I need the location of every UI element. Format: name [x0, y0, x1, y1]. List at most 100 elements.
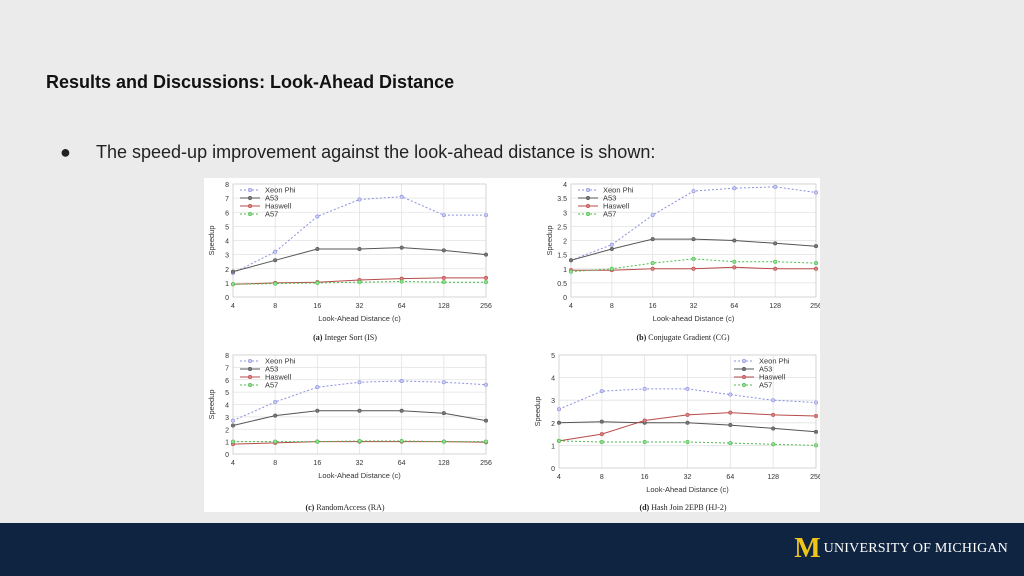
chart-d: 0 1 2 3 4 5 4 8 16 32 64 128 256 Look-Ahead Distance … [533, 353, 820, 512]
data-point [813, 414, 818, 419]
x-tick-label: 32 [690, 303, 698, 310]
x-tick-label: 16 [641, 474, 649, 481]
caption-text: RandomAccess (RA) [316, 503, 385, 512]
x-tick-label: 16 [313, 303, 321, 310]
x-axis-label: Look-Ahead Distance (c) [318, 314, 401, 323]
chart-caption: (d) Hash Join 2EPB (HJ-2) [639, 503, 726, 512]
footer-bar: M UNIVERSITY OF MICHIGAN [0, 523, 1024, 576]
data-point [483, 275, 488, 280]
x-tick-label: 32 [356, 460, 364, 467]
x-tick-label: 64 [398, 303, 406, 310]
x-tick-label: 8 [273, 460, 277, 467]
x-tick-label: 256 [810, 474, 820, 481]
plot-frame [232, 354, 487, 455]
data-point [230, 418, 235, 423]
data-point [357, 197, 362, 202]
legend-label: Haswell [265, 373, 292, 382]
data-point [399, 378, 404, 383]
data-point [357, 380, 362, 385]
data-point [650, 266, 655, 271]
x-tick-label: 128 [438, 460, 450, 467]
legend-label: Haswell [759, 373, 786, 382]
y-tick-label: 3 [563, 210, 567, 217]
x-tick-label: 8 [600, 474, 604, 481]
slide-title: Results and Discussions: Look-Ahead Dist… [46, 72, 455, 92]
data-point [773, 241, 778, 246]
y-tick-label: 1 [551, 443, 555, 450]
y-tick-label: 1 [225, 440, 229, 447]
data-point [483, 439, 488, 444]
legend-label: A53 [759, 365, 772, 374]
data-point [728, 423, 733, 428]
x-tick-label: 16 [649, 303, 657, 310]
caption-tag: (a) [313, 333, 324, 342]
data-point [483, 213, 488, 218]
x-tick-label: 8 [610, 303, 614, 310]
data-point [813, 190, 818, 195]
y-tick-label: 2 [563, 239, 567, 246]
data-point [273, 281, 278, 286]
legend-label: Xeon Phi [265, 357, 296, 366]
data-point [732, 238, 737, 243]
data-point [609, 266, 614, 271]
legend-marker [247, 383, 252, 388]
chart-b: 0 0.5 1 1.5 2 2.5 3 3.5 4 4 8 16 32 64 128 256 Look-ahea… [545, 182, 820, 342]
data-point [556, 407, 561, 412]
data-point [771, 442, 776, 447]
x-tick-label: 256 [480, 303, 492, 310]
data-point [315, 408, 320, 413]
chart-c: 0 1 2 3 4 5 6 7 8 4 8 16 32 64 128 256 Look-Ahead Distan… [207, 353, 492, 512]
y-tick-label: 4 [225, 239, 229, 246]
legend-label: A53 [603, 194, 616, 203]
data-point [813, 443, 818, 448]
data-point [315, 246, 320, 251]
y-tick-label: 4 [551, 376, 555, 383]
chart-caption: (a) Integer Sort (IS) [313, 333, 377, 342]
legend-marker [585, 195, 590, 200]
bullet-item: ● The speed-up improvement against the l… [60, 142, 655, 163]
data-point [728, 392, 733, 397]
data-point [483, 382, 488, 387]
data-point [642, 386, 647, 391]
y-axis-label: Speedup [533, 396, 542, 426]
data-point [399, 245, 404, 250]
bullet-text: The speed-up improvement against the loo… [96, 142, 656, 162]
data-point [441, 248, 446, 253]
data-point [685, 386, 690, 391]
x-tick-label: 64 [730, 303, 738, 310]
legend-label: A57 [265, 210, 278, 219]
legend-marker [247, 359, 252, 364]
data-point [650, 237, 655, 242]
y-tick-label: 3.5 [557, 196, 567, 203]
data-point [315, 439, 320, 444]
y-tick-label: 2.5 [557, 224, 567, 231]
x-tick-label: 32 [684, 474, 692, 481]
data-point [771, 398, 776, 403]
data-point [599, 432, 604, 437]
data-point [273, 413, 278, 418]
data-point [315, 214, 320, 219]
legend-label: Xeon Phi [759, 357, 790, 366]
chart-caption: (b) Conjugate Gradient (CG) [636, 333, 729, 342]
data-point [691, 237, 696, 242]
x-tick-label: 64 [726, 474, 734, 481]
data-point [483, 252, 488, 257]
x-tick-label: 128 [767, 474, 779, 481]
data-point [609, 242, 614, 247]
y-tick-label: 2 [551, 421, 555, 428]
x-tick-label: 8 [273, 303, 277, 310]
x-tick-label: 256 [810, 303, 820, 310]
data-point [599, 389, 604, 394]
data-point [441, 280, 446, 285]
data-point [732, 265, 737, 270]
x-tick-label: 128 [769, 303, 781, 310]
y-tick-label: 2 [225, 427, 229, 434]
y-tick-label: 5 [225, 390, 229, 397]
data-point [732, 186, 737, 191]
data-point [650, 213, 655, 218]
y-tick-label: 5 [225, 224, 229, 231]
data-point [773, 266, 778, 271]
data-point [357, 280, 362, 285]
